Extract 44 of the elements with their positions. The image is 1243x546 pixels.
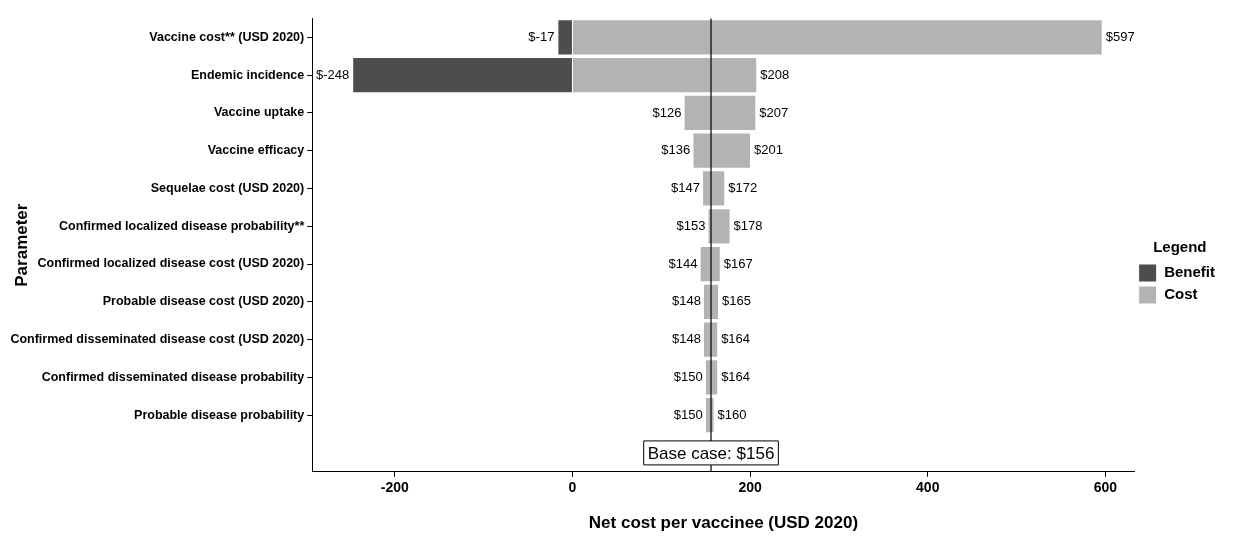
annotation: $-17 [528, 28, 555, 44]
y-axis-title: Parameter [11, 203, 31, 287]
annotation: $164 [721, 368, 751, 384]
x-tick-label: 0 [568, 479, 577, 496]
y-tick-label: Probable disease cost (USD 2020) [102, 294, 305, 309]
x-tick-label: -200 [380, 479, 410, 496]
annotation: $147 [671, 180, 701, 196]
annotation: $-248 [315, 66, 350, 82]
y-tick-label: Confirmed localized disease cost (USD 2020) [37, 256, 305, 271]
annotation: $153 [676, 217, 706, 233]
y-tick-label: Vaccine uptake [213, 105, 305, 120]
annotation: $207 [759, 104, 789, 120]
annotation: $150 [673, 368, 703, 384]
y-tick-label: Confirmed localized disease probability** [59, 218, 305, 233]
ref-line-label: Base case: $156 [647, 443, 775, 463]
x-tick-label: 600 [1093, 479, 1118, 496]
annotation: $148 [672, 331, 701, 347]
annotation: $126 [652, 104, 682, 120]
annotation: $167 [723, 255, 753, 271]
y-tick-label: Sequelae cost (USD 2020) [150, 180, 305, 195]
x-tick-label: 200 [738, 479, 762, 496]
annotation: $136 [661, 142, 691, 158]
annotation: $150 [673, 406, 703, 422]
legend-title: Legend [1153, 237, 1207, 255]
annotation: $178 [733, 217, 763, 233]
annotation: $148 [672, 293, 701, 309]
legend-label: Benefit [1164, 263, 1216, 281]
annotation: $201 [753, 142, 783, 158]
annotation: $164 [721, 331, 751, 347]
y-tick-label: Confirmed disseminated disease probability [41, 369, 305, 384]
y-tick-label: Endemic incidence [191, 67, 305, 82]
y-tick-label: Probable disease probability [134, 407, 305, 422]
annotation: $160 [717, 406, 747, 422]
x-axis-title: Net cost per vaccinee (USD 2020) [588, 513, 859, 533]
y-tick-label: Confirmed disseminated disease cost (USD 2020) [10, 332, 305, 347]
annotation: $172 [728, 180, 758, 196]
x-tick-label: 400 [916, 479, 940, 496]
annotation: $597 [1105, 28, 1135, 44]
legend-label: Cost [1164, 285, 1198, 303]
annotation: $144 [668, 255, 698, 271]
y-tick-label: Vaccine efficacy [207, 143, 305, 158]
annotation: $208 [760, 66, 790, 82]
annotation: $165 [722, 293, 751, 309]
y-tick-label: Vaccine cost** (USD 2020) [149, 29, 305, 44]
